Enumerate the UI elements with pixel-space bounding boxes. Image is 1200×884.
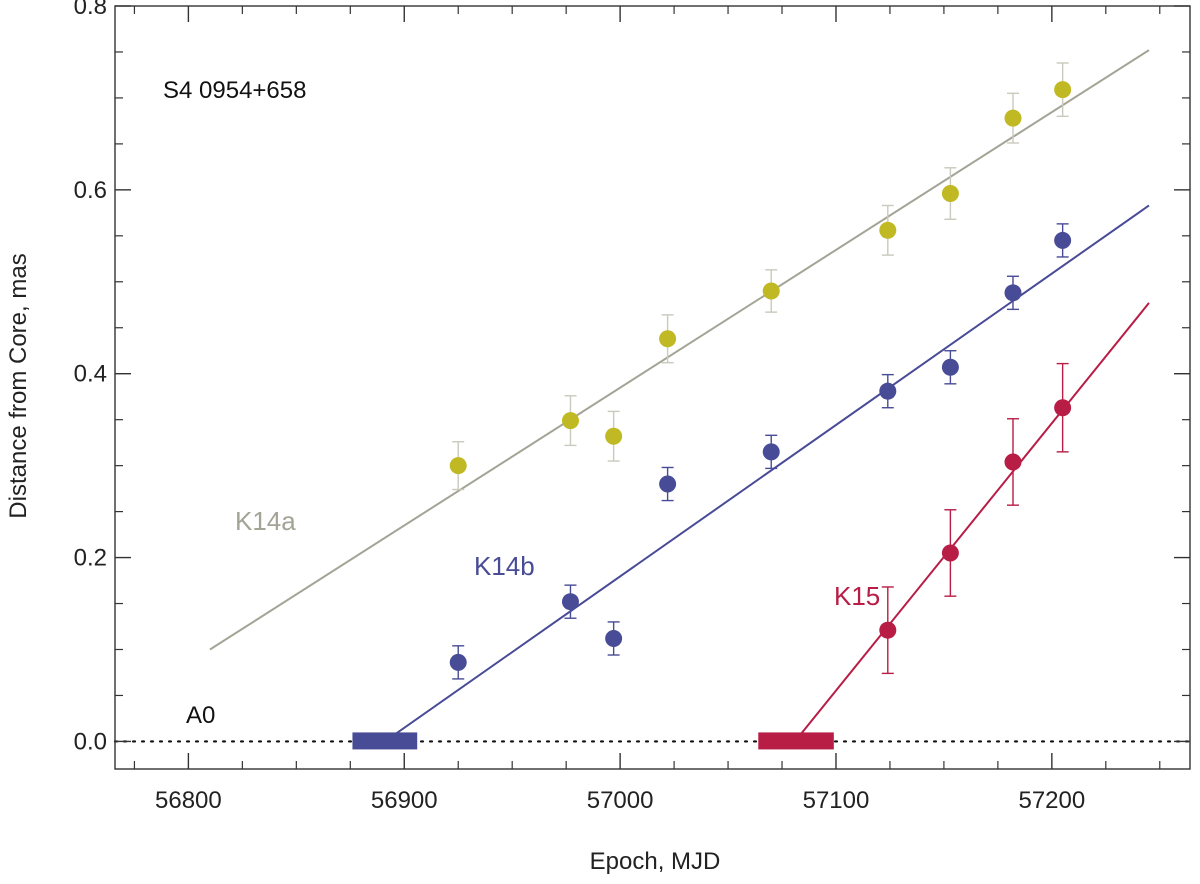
point-k14b-7 [1004, 284, 1022, 302]
fit-line-k14a [209, 49, 1150, 651]
series-label-k14a: K14a [235, 506, 296, 536]
point-k14a-7 [1004, 109, 1022, 127]
x-tick-label-1: 56900 [371, 787, 438, 814]
data-points [449, 62, 1072, 680]
point-k15-2 [1004, 453, 1022, 471]
y-tick-label-0: 0.0 [74, 728, 107, 755]
series-label-k14b: K14b [474, 551, 535, 581]
point-k15-3 [1054, 399, 1072, 417]
point-k14a-0 [449, 457, 467, 475]
x-tick-label-3: 57100 [803, 787, 870, 814]
point-k14a-3 [659, 330, 677, 348]
core-label: A0 [186, 702, 215, 729]
point-k14b-3 [659, 475, 677, 493]
ejection-bar-k15 [758, 732, 834, 750]
point-k14b-5 [879, 382, 897, 400]
x-tick-label-4: 57200 [1018, 787, 1085, 814]
x-tick-label-2: 57000 [587, 787, 654, 814]
point-k14a-6 [941, 185, 959, 203]
y-tick-label-4: 0.8 [74, 0, 107, 20]
point-k14b-6 [941, 358, 959, 376]
point-k15-1 [941, 544, 959, 562]
x-tick-label-0: 56800 [155, 787, 222, 814]
point-k14b-8 [1054, 231, 1072, 249]
point-k14b-0 [449, 653, 467, 671]
point-k15-0 [879, 621, 897, 639]
ejection-bars [352, 732, 834, 750]
series-labels: K14a K14b K15 [235, 506, 880, 611]
fit-lines [209, 49, 1150, 743]
fit-line-k15 [794, 302, 1150, 743]
point-k14a-4 [762, 282, 780, 300]
y-tick-label-2: 0.4 [74, 361, 107, 388]
axes: 0.0 0.2 0.4 0.6 0.8 56800 56900 57000 57100 57200 [74, 0, 1191, 814]
ejection-bar-k14b [352, 732, 418, 750]
y-tick-label-3: 0.6 [74, 177, 107, 204]
point-k14a-1 [561, 412, 579, 430]
point-k14a-5 [879, 221, 897, 239]
chart-title: S4 0954+658 [163, 77, 306, 104]
fit-line-k14b [384, 204, 1150, 743]
x-axis-label: Epoch, MJD [590, 848, 721, 875]
point-k14b-2 [605, 629, 623, 647]
y-axis-label: Distance from Core, mas [5, 253, 32, 518]
plot-frame [114, 5, 1191, 770]
y-tick-label-1: 0.2 [74, 545, 107, 572]
point-k14b-1 [561, 593, 579, 611]
point-k14a-8 [1054, 81, 1072, 99]
point-k14a-2 [605, 427, 623, 445]
point-k14b-4 [762, 443, 780, 461]
series-label-k15: K15 [834, 581, 880, 611]
